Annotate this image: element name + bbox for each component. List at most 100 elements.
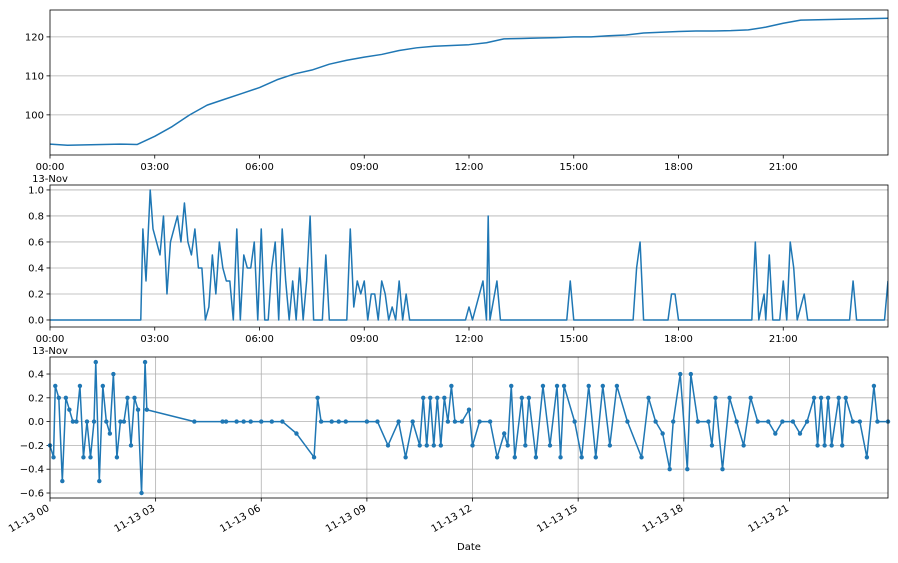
data-point	[561, 383, 567, 389]
data-point	[329, 419, 334, 424]
data-point	[459, 419, 465, 424]
data-point	[88, 455, 93, 460]
data-point	[241, 419, 246, 424]
data-point	[97, 478, 102, 484]
x-tick-label: 15:00	[559, 162, 588, 173]
series-line	[50, 189, 888, 321]
data-point	[114, 455, 120, 460]
data-point	[403, 455, 408, 460]
data-point	[825, 395, 831, 401]
data-point	[871, 383, 877, 389]
data-point	[755, 419, 760, 424]
x-tick-label: 12:00	[455, 334, 484, 345]
data-point	[431, 443, 436, 448]
y-tick-label: −0.2	[20, 441, 44, 452]
data-point	[646, 395, 651, 401]
data-point	[815, 443, 820, 448]
data-point	[67, 407, 72, 412]
y-tick-label: 0.4	[28, 370, 44, 381]
axes-frame	[49, 184, 889, 328]
y-tick-label: 0.0	[28, 417, 44, 428]
data-point	[421, 395, 426, 401]
data-point	[709, 443, 715, 448]
x-offset-label: 13-Nov	[32, 346, 68, 357]
data-point	[607, 443, 613, 448]
x-offset-label: 13-Nov	[32, 174, 68, 185]
data-point	[773, 431, 778, 436]
y-tick-label: −0.4	[20, 465, 44, 476]
data-point	[519, 395, 525, 401]
data-point	[741, 443, 746, 448]
data-point	[660, 431, 665, 436]
data-point	[505, 443, 510, 448]
data-point	[843, 395, 848, 401]
data-point	[311, 455, 317, 460]
data-point	[84, 419, 90, 424]
data-point	[695, 419, 701, 424]
data-point	[780, 419, 785, 424]
data-point	[77, 383, 83, 389]
y-tick-label: −0.6	[20, 489, 44, 500]
data-point	[74, 419, 79, 424]
x-tick-label: 00:00	[36, 162, 65, 173]
x-tick-label: 11-13 15	[535, 503, 579, 535]
x-tick-label: 06:00	[245, 334, 274, 345]
axes-frame	[49, 9, 889, 156]
x-tick-label: 15:00	[559, 334, 588, 345]
x-tick-label: 06:00	[245, 162, 274, 173]
data-point	[540, 383, 546, 389]
data-point	[259, 419, 264, 424]
data-point	[144, 407, 150, 412]
series-line	[50, 361, 888, 494]
data-point	[502, 431, 507, 436]
data-point	[223, 419, 229, 424]
x-tick-label: 11-13 06	[218, 503, 262, 535]
data-point	[639, 455, 644, 460]
data-point	[343, 419, 348, 424]
data-point	[248, 419, 253, 424]
data-point	[375, 419, 380, 424]
y-tick-label: 0.4	[28, 263, 44, 274]
data-point	[445, 419, 451, 424]
data-point	[60, 478, 65, 484]
data-point	[554, 383, 560, 389]
data-point	[523, 443, 528, 448]
data-point	[139, 490, 144, 496]
data-point	[435, 395, 440, 401]
y-tick-label: 110	[25, 71, 44, 82]
y-tick-label: 0.2	[28, 393, 44, 404]
data-point	[428, 395, 433, 401]
series-line	[50, 17, 888, 147]
data-point	[280, 419, 285, 424]
data-point	[234, 419, 239, 424]
x-tick-label: 18:00	[664, 334, 693, 345]
data-point	[850, 419, 855, 424]
data-point	[494, 455, 500, 460]
data-point	[81, 455, 86, 460]
data-point	[586, 383, 591, 389]
y-tick-label: 0.2	[28, 289, 44, 300]
data-point	[125, 395, 130, 401]
data-point	[766, 419, 771, 424]
data-point	[449, 383, 454, 389]
x-tick-label: 03:00	[140, 162, 169, 173]
y-tick-label: 0.6	[28, 237, 44, 248]
data-point	[51, 455, 56, 460]
data-point	[107, 431, 113, 436]
x-tick-label: 11-13 09	[324, 503, 368, 535]
data-point	[790, 419, 796, 424]
data-point	[294, 431, 299, 436]
data-point	[315, 395, 320, 401]
data-point	[579, 455, 584, 460]
data-point	[734, 419, 739, 424]
axes-frame	[49, 356, 889, 499]
x-tick-label: 00:00	[36, 334, 65, 345]
y-tick-label: 1.0	[28, 185, 44, 196]
x-tick-label: 11-13 00	[7, 503, 51, 535]
data-point	[452, 419, 458, 424]
data-point	[220, 419, 225, 424]
data-point	[70, 419, 76, 424]
data-point	[600, 383, 605, 389]
y-tick-label: 120	[25, 32, 44, 43]
